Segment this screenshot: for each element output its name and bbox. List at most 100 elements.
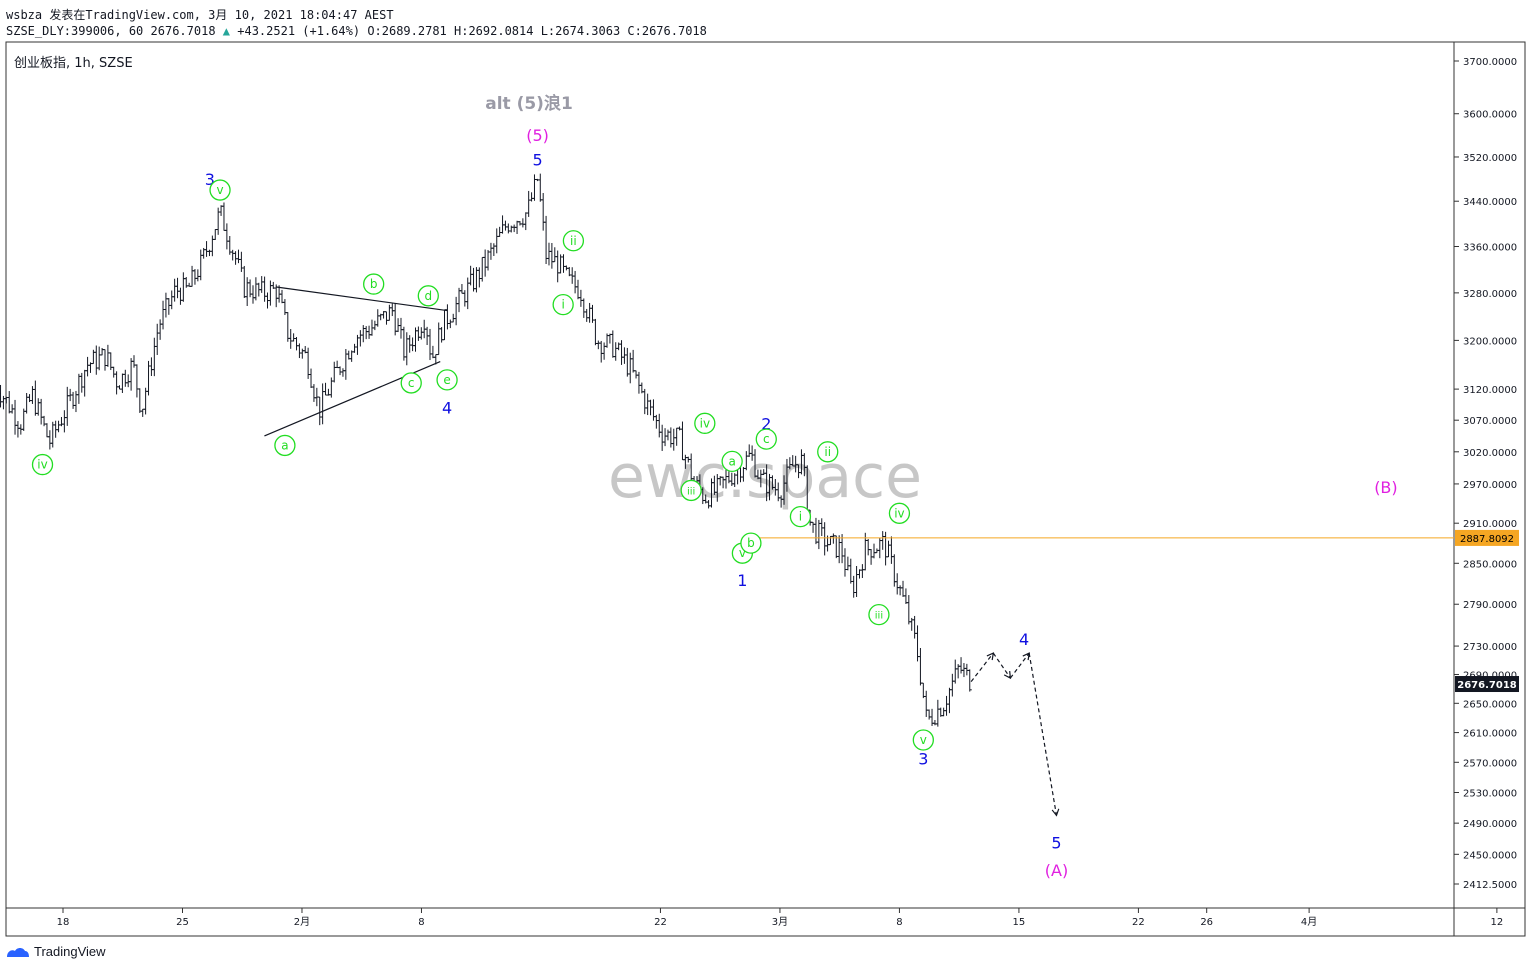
- time-tick-label: 22: [654, 917, 667, 928]
- time-tick-label: 3月: [772, 916, 788, 928]
- price-tick-label: 2490.0000: [1463, 819, 1517, 830]
- wave-label-circle: [31, 453, 54, 476]
- wave-label-circle: [417, 285, 439, 307]
- forecast-segment: [992, 652, 1011, 679]
- price-tick-label: 2730.0000: [1463, 642, 1517, 653]
- wave-label-minor: iv: [894, 506, 904, 520]
- wave-label-magenta: (5): [526, 126, 549, 145]
- forecast-arrowhead: [1003, 671, 1012, 680]
- last-price-label: 2676.7018: [1457, 680, 1517, 691]
- price-tick-label: 3120.0000: [1463, 385, 1517, 396]
- ohlc-values: O:2689.2781 H:2692.0814 L:2674.3063 C:26…: [367, 24, 707, 38]
- wave-label-minor: e: [443, 373, 450, 387]
- forecast-path: [970, 652, 1060, 817]
- last-price-badge: [1455, 676, 1519, 693]
- price-tick-label: 2910.0000: [1463, 519, 1517, 530]
- wave-label-circle: [552, 293, 574, 316]
- time-tick-label: 4月: [1301, 916, 1317, 928]
- wave-label-blue: 1: [737, 571, 747, 590]
- wave-label-circle: [400, 372, 422, 394]
- wave-label-minor: v: [920, 733, 927, 747]
- price-tick-label: 3360.0000: [1463, 242, 1517, 253]
- time-tick-label: 2月: [294, 916, 310, 928]
- chart-frame: [5, 41, 1526, 937]
- wave-label-magenta: (B): [1374, 478, 1397, 497]
- wave-label-circle: [888, 502, 911, 524]
- forecast-segment: [1009, 652, 1030, 679]
- price-tick-label: 3200.0000: [1463, 336, 1517, 347]
- wave-label-circle: [868, 603, 890, 626]
- watermark-text: ewc.space: [608, 442, 922, 512]
- time-tick-label: 15: [1013, 917, 1026, 928]
- wave-label-blue: 5: [1051, 834, 1061, 853]
- time-tick-label: 25: [176, 917, 189, 928]
- price-tick-label: 2450.0000: [1463, 850, 1517, 861]
- wave-label-circle: [740, 532, 762, 554]
- time-axis[interactable]: 18252月8223月81522264月1219: [57, 908, 1531, 928]
- last-price: 2676.7018: [150, 24, 216, 38]
- wave-label-circle: [274, 434, 296, 457]
- wave-label-minor: iii: [875, 611, 883, 622]
- wave-label-circle: [721, 450, 743, 473]
- price-tick-label: 3600.0000: [1463, 110, 1517, 121]
- price-tick-label: 2530.0000: [1463, 788, 1517, 799]
- wave-label-circle: [562, 230, 585, 252]
- price-tick-label: 2570.0000: [1463, 758, 1517, 769]
- wave-label-circle: [912, 729, 934, 751]
- time-tick-label: 8: [418, 917, 424, 928]
- wave-label-minor: b: [747, 536, 755, 550]
- wave-label-blue: 4: [1019, 630, 1029, 649]
- wave-label-minor: d: [424, 289, 432, 303]
- wave-label-minor: b: [370, 277, 378, 291]
- wave-label-gray: alt (5)浪1: [485, 93, 573, 114]
- price-tick-label: 3070.0000: [1463, 416, 1517, 427]
- price-axis[interactable]: 3700.0000 3600.0000 3520.0000 3440.0000 3360…: [1454, 57, 1517, 891]
- wave-label-minor: c: [763, 432, 770, 446]
- footer-brand[interactable]: TradingView: [6, 944, 106, 959]
- wave-label-minor: a: [728, 454, 735, 468]
- price-tick-label: 2850.0000: [1463, 559, 1517, 570]
- price-tick-label: 3700.0000: [1463, 57, 1517, 68]
- time-tick-label: 8: [896, 917, 902, 928]
- price-tick-label: 3520.0000: [1463, 153, 1517, 164]
- time-tick-label: 26: [1200, 917, 1213, 928]
- ohlc-bars: [0, 173, 972, 727]
- wave-label-circle: [694, 412, 716, 434]
- forecast-arrowhead: [1051, 808, 1060, 817]
- wave-label-blue: 5: [532, 151, 542, 170]
- wave-label-minor: v: [739, 546, 746, 560]
- wave-label-circle: [789, 505, 812, 528]
- price-tick-label: 3440.0000: [1463, 197, 1517, 208]
- symbol-label[interactable]: SZSE_DLY:399006, 60: [6, 24, 144, 38]
- forecast-segment: [1028, 653, 1058, 816]
- publish-info: wsbza 发表在TradingView.com, 3月 10, 2021 18…: [6, 8, 394, 22]
- wave-label-minor: iii: [687, 486, 695, 497]
- chart-legend-title: 创业板指, 1h, SZSE: [14, 56, 133, 71]
- wave-label-minor: iv: [37, 458, 47, 472]
- wave-label-blue: 4: [442, 399, 452, 418]
- change-value: +43.2521 (+1.64%): [237, 24, 361, 38]
- price-tick-label: 2790.0000: [1463, 600, 1517, 611]
- price-level-label: 2887.8092: [1460, 534, 1514, 545]
- wave-label-blue: 2: [761, 414, 771, 433]
- price-tick-label: 3280.0000: [1463, 289, 1517, 300]
- price-tick-label: 2650.0000: [1463, 699, 1517, 710]
- symbol-quote-line: SZSE_DLY:399006, 60 2676.7018 ▲ +43.2521…: [6, 24, 707, 38]
- time-tick-label: 18: [57, 917, 70, 928]
- wave-label-circle: [209, 179, 231, 201]
- price-tick-label: 2412.5000: [1463, 880, 1517, 891]
- trendline[interactable]: [276, 286, 448, 312]
- time-tick-label: 22: [1132, 917, 1145, 928]
- change-arrow-icon: ▲: [222, 24, 231, 38]
- wave-label-minor: i: [799, 510, 802, 524]
- wave-label-minor: iv: [700, 416, 710, 430]
- wave-label-minor: ii: [570, 234, 577, 248]
- wave-label-minor: ii: [824, 445, 831, 459]
- price-tick-label: 2690.0000: [1463, 670, 1517, 681]
- wave-label-circle: [817, 441, 839, 463]
- forecast-arrowhead: [1022, 652, 1030, 661]
- price-tick-label: 2970.0000: [1463, 480, 1517, 491]
- triangle-trendlines: [264, 286, 448, 437]
- horizontal-price-line[interactable]: 2887.8092 2676.7018: [742, 529, 1519, 693]
